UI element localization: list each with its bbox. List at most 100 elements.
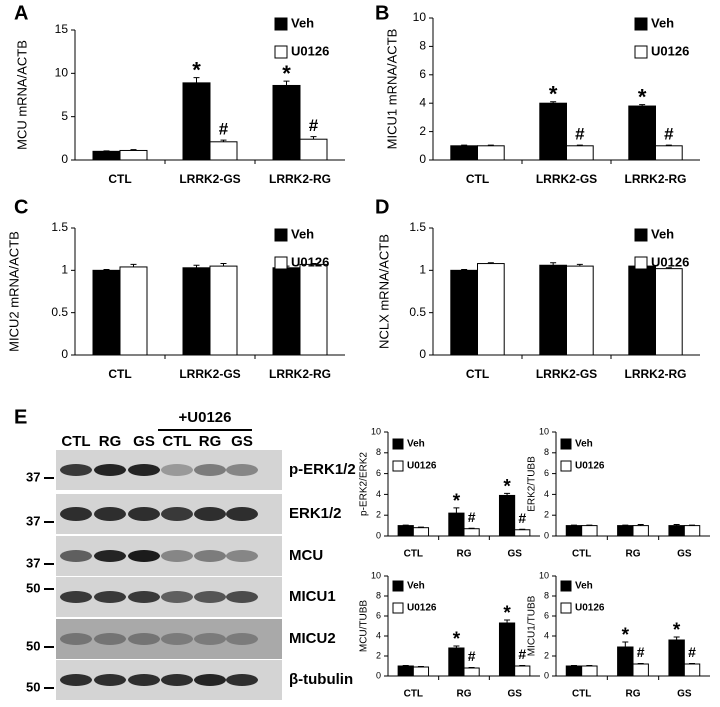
error-bar xyxy=(453,645,460,648)
error-bar xyxy=(519,528,526,530)
legend-label: U0126 xyxy=(575,603,605,614)
y-axis-label: ERK2/TUBB xyxy=(527,456,538,512)
significance-mark: # xyxy=(219,120,229,139)
error-bar xyxy=(453,507,460,514)
blot-band xyxy=(226,550,258,562)
y-tick-label: 10 xyxy=(371,426,381,436)
mw-marker: 37 xyxy=(26,555,40,570)
blot-band xyxy=(161,591,193,603)
error-bar xyxy=(639,104,646,107)
legend-swatch xyxy=(634,256,648,270)
significance-mark: # xyxy=(309,116,319,135)
legend-label: U0126 xyxy=(407,603,437,614)
lane-label: RG xyxy=(99,433,122,450)
chart-panel: B 0 2 4 6 8 10 MICU1 mRNA/ACTB CTL LRRK2-GS LRRK2-… xyxy=(375,2,700,186)
y-tick-label: 8 xyxy=(544,447,549,457)
bar xyxy=(182,82,211,161)
bar xyxy=(566,265,594,356)
lane-label: CTL xyxy=(162,433,191,450)
bar xyxy=(632,525,649,537)
x-tick-label: LRRK2-GS xyxy=(536,172,597,186)
blot-band xyxy=(60,550,92,562)
blot-band xyxy=(128,674,160,686)
y-tick-label: 4 xyxy=(419,95,426,109)
bar xyxy=(397,525,414,537)
bar xyxy=(272,267,301,356)
blot-band xyxy=(194,550,226,562)
y-tick-label: 5 xyxy=(61,109,68,123)
bar xyxy=(566,145,594,161)
significance-mark: # xyxy=(518,510,526,526)
legend-label: U0126 xyxy=(651,43,689,58)
blot-band xyxy=(60,674,92,686)
blot-band xyxy=(128,591,160,603)
bar xyxy=(628,265,656,356)
error-bar xyxy=(637,524,644,526)
x-tick-label: LRRK2-GS xyxy=(179,367,240,381)
legend-swatch xyxy=(274,256,288,270)
bar xyxy=(514,529,531,537)
y-axis-label: MICU1 mRNA/ACTB xyxy=(384,29,399,150)
chart-panel: C 0 0.5 1 1.5 MICU2 mRNA/ACTB CTL LRRK2-GS LRRK2… xyxy=(6,196,345,381)
x-tick-label: LRRK2-GS xyxy=(536,367,597,381)
y-tick-label: 1.5 xyxy=(51,220,68,234)
bar xyxy=(498,494,516,537)
y-tick-label: 0 xyxy=(376,670,381,680)
mw-marker: 50 xyxy=(26,679,40,694)
blot-band xyxy=(60,464,92,476)
error-bar xyxy=(586,524,593,526)
error-bar xyxy=(570,665,577,666)
blot-band xyxy=(161,633,193,645)
y-tick-label: 4 xyxy=(376,489,381,499)
significance-mark: # xyxy=(518,646,526,662)
blot-band xyxy=(60,507,92,521)
bar xyxy=(565,665,583,677)
y-tick-label: 0 xyxy=(419,347,426,361)
legend-swatch xyxy=(274,228,288,242)
blot-band xyxy=(194,674,226,686)
x-tick-label: CTL xyxy=(108,172,131,186)
bar xyxy=(539,264,567,356)
bar xyxy=(450,145,478,161)
panel-letter: B xyxy=(375,2,389,24)
blot-band xyxy=(194,633,226,645)
x-tick-label: CTL xyxy=(572,549,591,560)
legend-swatch xyxy=(634,45,648,59)
x-tick-label: GS xyxy=(507,549,522,560)
x-tick-label: RG xyxy=(457,549,472,560)
bar xyxy=(565,525,583,537)
y-tick-label: 4 xyxy=(376,630,381,640)
error-bar xyxy=(461,268,468,271)
x-tick-label: CTL xyxy=(572,689,591,700)
error-bar xyxy=(417,526,424,528)
y-tick-label: 0 xyxy=(544,530,549,540)
blot-band xyxy=(94,550,126,562)
error-bar xyxy=(310,136,317,140)
blot-panel: E +U0126 CTL RG GS CTL RG GS p-ERK1/2 37 ERK1/2 37 M… xyxy=(14,406,356,700)
legend-label: Veh xyxy=(291,15,314,30)
bar xyxy=(477,145,505,161)
error-bar xyxy=(193,264,200,268)
mw-marker: 37 xyxy=(26,513,40,528)
panel-letter: D xyxy=(375,196,389,218)
y-axis-label: MICU1/TUBB xyxy=(527,595,538,656)
y-tick-label: 8 xyxy=(544,590,549,600)
error-bar xyxy=(665,267,672,269)
error-bar xyxy=(402,665,409,666)
blot-band xyxy=(94,507,126,521)
error-bar xyxy=(283,80,290,86)
error-bar xyxy=(193,77,200,83)
legend-swatch xyxy=(392,602,404,614)
error-bar xyxy=(417,666,424,667)
legend-swatch xyxy=(392,580,404,592)
x-tick-label: CTL xyxy=(108,367,131,381)
y-tick-label: 4 xyxy=(544,630,549,640)
bar xyxy=(463,667,480,677)
significance-mark: # xyxy=(688,644,696,660)
error-bar xyxy=(130,149,137,151)
x-tick-label: GS xyxy=(507,689,522,700)
legend-swatch xyxy=(560,438,572,450)
blot-strip xyxy=(56,619,282,659)
legend-label: U0126 xyxy=(407,461,437,472)
lane-label: GS xyxy=(231,433,253,450)
